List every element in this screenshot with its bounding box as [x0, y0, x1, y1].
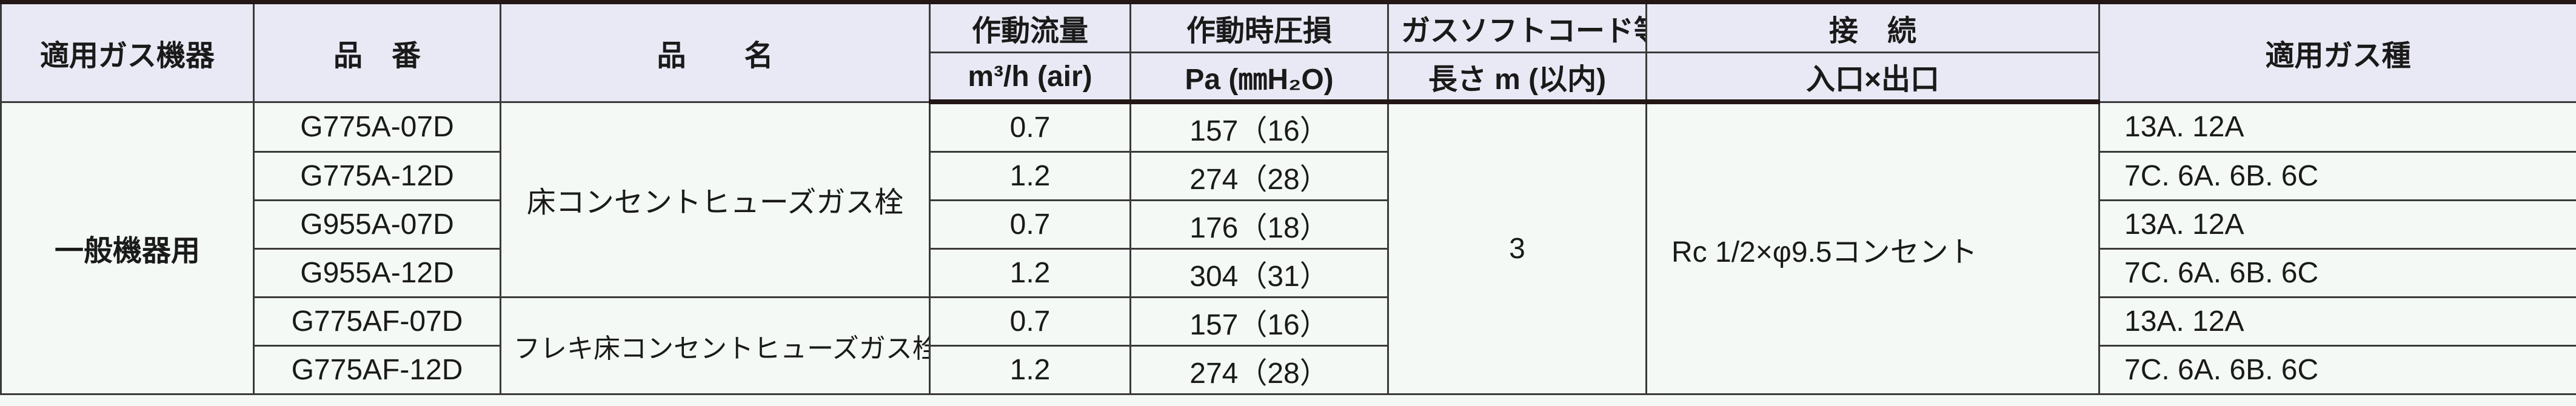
table-row: G955A-07D 0.7 176（18） 13A. 12A [1, 199, 2576, 250]
product-name: 床コンセントヒューズガス栓 [500, 101, 931, 298]
gas-type: 13A. 12A [2098, 199, 2576, 250]
header-cord-unit: 長さ m (以内) [1387, 52, 1647, 104]
cord-length: 3 [1387, 101, 1647, 395]
pressure: 274（28） [1129, 151, 1389, 201]
table-row: G775A-12D 1.2 274（28） 7C. 6A. 6B. 6C [1, 151, 2576, 201]
pressure: 274（28） [1129, 345, 1389, 395]
gas-valve-spec-table: 適用ガス機器 品 番 品 名 作動流量 作動時圧損 ガスソフトコード等 接 続 … [0, 0, 2576, 395]
part-no: G775A-12D [253, 151, 501, 201]
header-connection: 接 続 [1645, 1, 2100, 53]
product-name: フレキ床コンセントヒューズガス栓 [500, 296, 931, 395]
header-flow-unit: m³/h (air) [929, 52, 1131, 104]
header-gas-type: 適用ガス種 [2098, 1, 2576, 103]
part-no: G775AF-12D [253, 345, 501, 395]
pressure: 157（16） [1129, 101, 1389, 153]
part-no: G775AF-07D [253, 296, 501, 347]
table-row: G775AF-07D フレキ床コンセントヒューズガス栓 0.7 157（16） … [1, 296, 2576, 395]
pressure: 304（31） [1129, 248, 1389, 298]
flow: 1.2 [929, 248, 1131, 298]
pressure: 176（18） [1129, 199, 1389, 250]
part-no: G955A-12D [253, 248, 501, 298]
header-connection-sub: 入口×出口 [1645, 52, 2100, 104]
device-group: 一般機器用 [0, 101, 255, 395]
flow: 1.2 [929, 151, 1131, 201]
part-no: G775A-07D [253, 101, 501, 153]
table-row: 一般機器用 G775A-07D 床コンセントヒューズガス栓 0.7 157（16… [0, 101, 2576, 395]
gas-type: 13A. 12A [2098, 101, 2576, 153]
pressure: 157（16） [1129, 296, 1389, 347]
flow: 0.7 [929, 296, 1131, 347]
gas-type: 7C. 6A. 6B. 6C [2098, 248, 2576, 298]
header-flow: 作動流量 [929, 1, 1131, 53]
flow: 0.7 [929, 199, 1131, 250]
gas-type: 7C. 6A. 6B. 6C [2098, 151, 2576, 201]
gas-type: 13A. 12A [2098, 296, 2576, 347]
flow: 0.7 [929, 101, 1131, 153]
flow: 1.2 [929, 345, 1131, 395]
header-part-no: 品 番 [253, 1, 501, 103]
table-row: G775AF-12D 1.2 274（28） 7C. 6A. 6B. 6C [1, 345, 2576, 395]
header-device: 適用ガス機器 [0, 1, 255, 103]
part-no: G955A-07D [253, 199, 501, 250]
gas-type: 7C. 6A. 6B. 6C [2098, 345, 2576, 395]
connection: Rc 1/2×φ9.5コンセント [1645, 101, 2100, 395]
header-pressure: 作動時圧損 [1129, 1, 1389, 53]
header-pressure-unit: Pa (㎜H₂O) [1129, 52, 1389, 104]
header-cord: ガスソフトコード等 [1387, 1, 1647, 53]
header-product-name: 品 名 [500, 1, 931, 103]
table-row: G955A-12D 1.2 304（31） 7C. 6A. 6B. 6C [1, 248, 2576, 298]
